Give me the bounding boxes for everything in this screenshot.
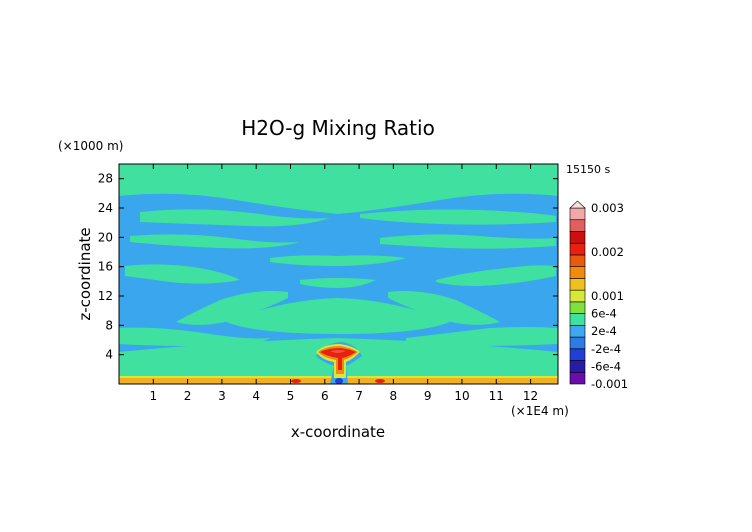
x-tick-label: 8 [390, 389, 398, 403]
x-tick-label: 12 [523, 389, 538, 403]
y-tick-label: 24 [98, 201, 113, 215]
colorbar-swatch [569, 278, 586, 291]
colorbar-swatch [569, 313, 586, 326]
x-axis-ticks: 1 2 3 4 5 6 7 8 9 10 11 12 [149, 164, 538, 403]
colorbar-swatch [569, 207, 586, 221]
y-tick-label: 28 [98, 172, 113, 186]
y-tick-label: 20 [98, 230, 113, 244]
colorbar-swatch [569, 231, 586, 244]
band-9 [388, 291, 500, 325]
colorbar-swatch [569, 242, 586, 256]
colorbar-label: 0.002 [591, 245, 624, 259]
plot-frame [118, 163, 559, 385]
colorbar-swatch [569, 371, 586, 385]
colorbar-label: -2e-4 [591, 342, 621, 356]
colorbar-swatch [569, 266, 586, 279]
colorbar-label: -0.001 [591, 377, 628, 391]
y-tick-label: 4 [105, 348, 113, 362]
x-unit-label: (×1E4 m) [511, 404, 569, 418]
x-tick-label: 5 [287, 389, 295, 403]
colorbar-label: 0.003 [591, 201, 624, 215]
colorbar-swatch [569, 301, 586, 314]
band-11 [226, 298, 450, 334]
band-12 [119, 327, 270, 346]
y-tick-label: 12 [98, 289, 113, 303]
colorbar-label: 2e-4 [591, 324, 617, 338]
colorbar-swatch [569, 289, 586, 303]
band-6 [125, 264, 240, 284]
band-13 [406, 327, 558, 346]
y-axis-ticks: 4 8 12 16 20 24 28 [98, 172, 558, 362]
colorbar-label: -6e-4 [591, 359, 621, 373]
colorbar-swatch [569, 348, 586, 361]
plume-core [330, 350, 346, 353]
plot-area [119, 164, 558, 384]
x-tick-label: 6 [321, 389, 329, 403]
colorbar-swatch [569, 219, 586, 232]
band-2 [360, 209, 556, 225]
band-8 [300, 278, 376, 288]
band-3 [130, 234, 300, 249]
surface-spot-right [375, 379, 385, 383]
colorbar-swatch [569, 254, 586, 267]
x-tick-label: 9 [424, 389, 432, 403]
y-tick-label: 8 [105, 318, 113, 332]
chart-title: H2O-g Mixing Ratio [241, 116, 435, 140]
colorbar-swatch [569, 336, 586, 350]
colorbar-label: 6e-4 [591, 307, 617, 321]
x-tick-label: 2 [184, 389, 192, 403]
y-axis-label: z-coordinate [76, 227, 94, 320]
x-tick-label: 1 [149, 389, 157, 403]
y-unit-label: (×1000 m) [58, 139, 123, 153]
plume-base-low [335, 378, 343, 384]
x-tick-label: 11 [489, 389, 504, 403]
band-4 [380, 234, 556, 249]
x-tick-label: 7 [355, 389, 363, 403]
x-tick-label: 10 [454, 389, 469, 403]
upper-green-region [119, 164, 558, 214]
colorbar: 0.003 0.002 0.001 6e-4 2e-4 -2e-4 -6e-4 -0.001 [569, 200, 628, 391]
plume-red [320, 348, 356, 370]
time-label: 15150 s [566, 163, 610, 176]
x-tick-label: 3 [218, 389, 226, 403]
band-10 [176, 291, 288, 325]
band-7 [436, 265, 556, 286]
y-tick-label: 16 [98, 260, 113, 274]
colorbar-swatch [569, 360, 586, 373]
band-1 [140, 209, 330, 227]
surface-spot-left [291, 379, 301, 383]
x-tick-label: 4 [252, 389, 260, 403]
band-5 [270, 255, 406, 266]
colorbar-overflow-arrow [569, 200, 586, 209]
x-axis-label: x-coordinate [291, 423, 385, 441]
colorbar-label: 0.001 [591, 289, 624, 303]
colorbar-swatch [569, 325, 586, 338]
